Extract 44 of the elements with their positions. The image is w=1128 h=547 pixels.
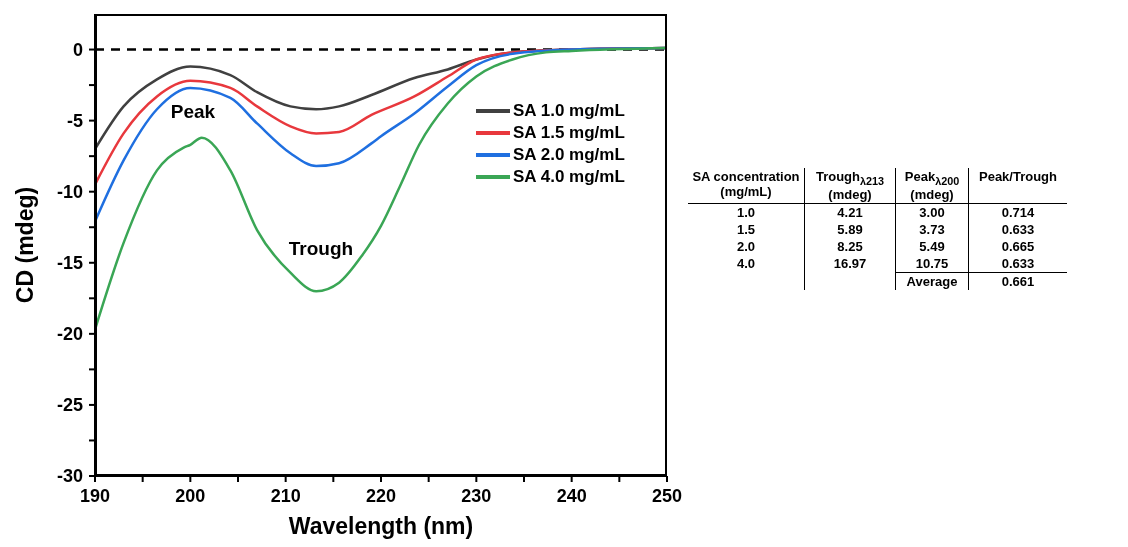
x-tick-label: 190 [79,486,111,506]
text: 16.97 [833,255,867,271]
text: 0.665 [1001,238,1035,254]
y-axis-title: CD (mdeg) [12,186,39,304]
legend-label: SA 2.0 mg/mL [513,145,625,165]
text: 2.0 [736,238,756,254]
y-tick-label: -15 [56,252,83,273]
y-tick-label: -5 [66,110,83,131]
text: Average [906,273,958,289]
text: Peak/Trough [978,169,1058,184]
y-tick-label: -30 [56,466,83,486]
annotation: Trough [288,238,354,260]
y-tick-label: -20 [56,323,83,344]
text: 3.73 [919,221,945,237]
x-tick-label: 210 [270,486,301,506]
y-tick-label: -25 [56,394,83,415]
text: Trough$_{λ213}$ (mdeg) [815,169,885,202]
text: 4.0 [736,255,756,271]
text: 0.633 [1001,255,1035,271]
x-tick-label: 220 [365,486,397,506]
text: 0.714 [1001,204,1035,220]
text: 1.5 [736,221,756,237]
x-tick-label: 240 [556,486,587,506]
text: 4.21 [837,204,863,220]
text: 5.89 [837,221,863,237]
legend-label: SA 4.0 mg/mL [513,167,625,187]
text: SA concentration (mg/mL) [692,169,800,199]
x-tick-label: 250 [651,486,683,506]
y-tick-label: -10 [56,181,83,202]
text: 0.661 [1001,273,1035,289]
x-axis-title: Wavelength (nm) [288,513,474,539]
legend-label: SA 1.0 mg/mL [513,101,625,121]
text: Peak$_{λ200}$ (mdeg) [904,169,960,202]
text: 10.75 [915,255,949,271]
text: 3.00 [919,204,945,220]
text: 0.633 [1001,221,1035,237]
text: 1.0 [736,204,756,220]
x-tick-label: 230 [461,486,492,506]
annotation: Peak [170,101,216,123]
y-tick-label: 0 [72,39,83,60]
x-tick-label: 200 [175,486,206,506]
text: 5.49 [919,238,945,254]
legend-label: SA 1.5 mg/mL [513,123,625,143]
text: 8.25 [837,238,863,254]
